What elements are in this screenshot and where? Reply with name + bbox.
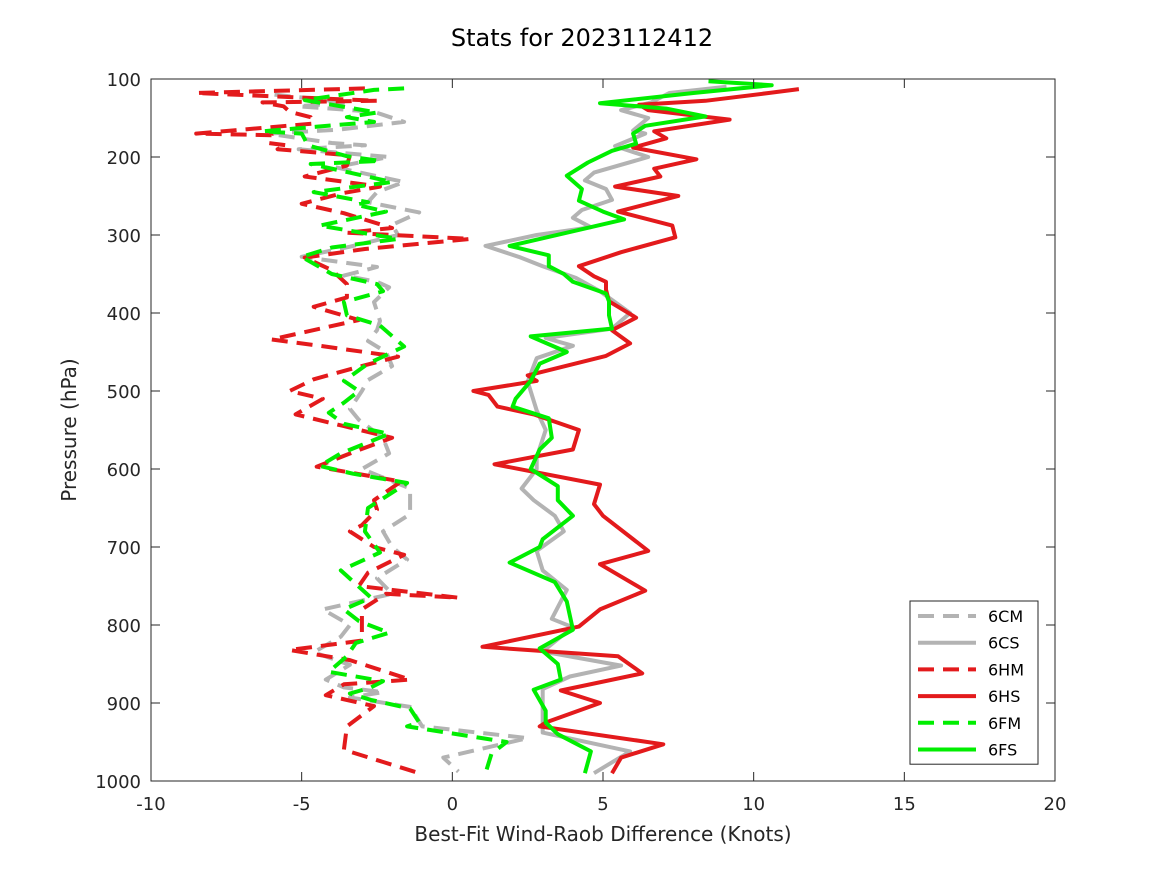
x-tick-label: 5: [597, 794, 608, 815]
legend-label: 6HM: [988, 660, 1024, 679]
legend: 6CM 6CS 6HM 6HS 6FM 6FS: [909, 600, 1039, 765]
y-tick-label: 300: [107, 226, 141, 247]
series-line-6fm: [260, 86, 509, 774]
legend-label: 6CM: [988, 607, 1023, 626]
y-tick-label: 1000: [95, 772, 141, 793]
y-axis-title: Pressure (hPa): [57, 358, 81, 501]
x-tick-label: 15: [893, 794, 916, 815]
x-axis-title: Best-Fit Wind-Raob Difference (Knots): [414, 822, 791, 846]
chart-title: Stats for 2023112412: [451, 24, 713, 52]
y-tick-label: 500: [107, 382, 141, 403]
x-tick-label: 20: [1044, 794, 1067, 815]
legend-label: 6FS: [988, 741, 1017, 760]
x-tick-label: -10: [136, 794, 165, 815]
x-tick-label: 10: [742, 794, 765, 815]
series-line-6hm: [194, 86, 473, 776]
series-line-6hs: [471, 87, 800, 775]
x-axis: -10 -5 0 5 10 15 20: [136, 79, 1066, 815]
legend-label: 6HS: [988, 687, 1020, 706]
legend-label: 6FM: [988, 714, 1021, 733]
y-tick-label: 800: [107, 616, 141, 637]
y-tick-label: 100: [107, 70, 141, 91]
legend-box: [909, 600, 1039, 765]
y-tick-label: 400: [107, 304, 141, 325]
y-tick-label: 900: [107, 694, 141, 715]
x-tick-label: -5: [293, 794, 311, 815]
y-tick-label: 700: [107, 538, 141, 559]
series-layer: [194, 79, 800, 776]
y-axis: 100 200 300 400 500 600 700 800 900 1000: [95, 70, 1055, 793]
x-tick-label: 0: [447, 794, 458, 815]
series-line-6fs: [507, 79, 774, 774]
legend-label: 6CS: [988, 634, 1020, 653]
y-tick-label: 200: [107, 148, 141, 169]
y-tick-label: 600: [107, 460, 141, 481]
